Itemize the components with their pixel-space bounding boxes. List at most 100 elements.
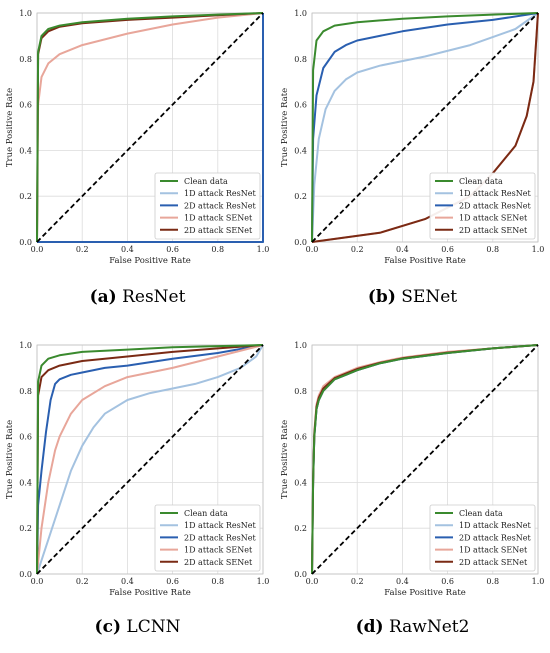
legend-label-clean-data: Clean data bbox=[459, 177, 503, 186]
legend-label-2d-attack-senet: 2D attack SENet bbox=[459, 558, 528, 567]
legend-label-2d-attack-resnet: 2D attack ResNet bbox=[459, 201, 531, 210]
x-tick-label: 0.0 bbox=[31, 245, 44, 254]
x-tick-label: 1.0 bbox=[532, 245, 545, 254]
y-tick-label: 0.0 bbox=[294, 238, 307, 247]
y-tick-label: 0.6 bbox=[19, 433, 32, 442]
legend-label-clean-data: Clean data bbox=[459, 509, 503, 518]
series-line-clean-data bbox=[36, 12, 264, 243]
y-tick-label: 0.8 bbox=[19, 55, 32, 64]
y-tick-label: 0.4 bbox=[294, 146, 307, 155]
chance-diagonal bbox=[311, 12, 539, 243]
roc-panel-lcnn: 0.0 0.2 0.4 0.6 0.8 1.0 0.0 0.2 0.4 0.6 0.8 1.0 Fals… bbox=[0, 332, 275, 653]
legend-label-2d-attack-resnet: 2D attack ResNet bbox=[459, 533, 531, 542]
y-tick-label: 0.6 bbox=[19, 101, 32, 110]
series-line-1d-attack-senet bbox=[36, 344, 264, 575]
legend-label-1d-attack-resnet: 1D attack ResNet bbox=[459, 189, 531, 198]
x-tick-label: 1.0 bbox=[257, 245, 270, 254]
legend-label-1d-attack-senet: 1D attack SENet bbox=[459, 546, 528, 555]
x-tick-label: 0.2 bbox=[76, 577, 89, 586]
caption-lcnn: (c) LCNN bbox=[94, 617, 181, 637]
y-tick-label: 0.8 bbox=[294, 387, 307, 396]
y-axis-label: True Positive Rate bbox=[280, 420, 290, 499]
y-tick-label: 0.4 bbox=[19, 146, 32, 155]
y-tick-label: 0.6 bbox=[294, 101, 307, 110]
chance-diagonal bbox=[36, 344, 264, 575]
x-tick-label: 0.8 bbox=[211, 577, 224, 586]
y-tick-label: 0.2 bbox=[19, 192, 32, 201]
legend-box bbox=[154, 504, 261, 572]
x-axis-label: False Positive Rate bbox=[384, 256, 466, 266]
y-tick-label: 1.0 bbox=[19, 9, 32, 18]
y-axis-label: True Positive Rate bbox=[5, 420, 15, 499]
x-tick-label: 0.4 bbox=[121, 577, 134, 586]
roc-chart-rawnet2: 0.0 0.2 0.4 0.6 0.8 1.0 0.0 0.2 0.4 0.6 0.8 1.0 Fals… bbox=[280, 341, 545, 598]
y-tick-label: 1.0 bbox=[294, 341, 307, 350]
legend: Clean data 1D attack ResNet 2D attack ResN… bbox=[154, 504, 261, 572]
x-axis-label: False Positive Rate bbox=[109, 588, 191, 598]
legend-label-2d-attack-senet: 2D attack SENet bbox=[184, 558, 253, 567]
legend: Clean data 1D attack ResNet 2D attack ResN… bbox=[429, 172, 536, 240]
legend-label-1d-attack-resnet: 1D attack ResNet bbox=[459, 521, 531, 530]
roc-chart-lcnn: 0.0 0.2 0.4 0.6 0.8 1.0 0.0 0.2 0.4 0.6 0.8 1.0 Fals… bbox=[5, 341, 270, 598]
legend-box bbox=[429, 172, 536, 240]
x-tick-label: 0.4 bbox=[121, 245, 134, 254]
y-tick-label: 1.0 bbox=[19, 341, 32, 350]
legend-label-2d-attack-resnet: 2D attack ResNet bbox=[184, 201, 256, 210]
legend-label-1d-attack-senet: 1D attack SENet bbox=[459, 214, 528, 223]
roc-chart-resnet: 0.0 0.2 0.4 0.6 0.8 1.0 0.0 0.2 0.4 0.6 0.8 1.0 Fals… bbox=[5, 9, 270, 266]
x-tick-label: 0.2 bbox=[351, 577, 364, 586]
series-line-2d-attack-resnet bbox=[311, 12, 539, 243]
x-tick-label: 0.6 bbox=[441, 577, 454, 586]
roc-panel-rawnet2: 0.0 0.2 0.4 0.6 0.8 1.0 0.0 0.2 0.4 0.6 0.8 1.0 Fals… bbox=[275, 332, 550, 653]
series-line-1d-attack-resnet bbox=[311, 12, 539, 243]
series-line-clean-data bbox=[311, 344, 539, 575]
x-tick-label: 0.8 bbox=[211, 245, 224, 254]
x-tick-label: 1.0 bbox=[532, 577, 545, 586]
legend: Clean data 1D attack ResNet 2D attack ResN… bbox=[429, 504, 536, 572]
series-line-2d-attack-resnet bbox=[36, 344, 264, 575]
legend-box bbox=[429, 504, 536, 572]
legend-box bbox=[154, 172, 261, 240]
y-axis-label: True Positive Rate bbox=[280, 88, 290, 167]
legend-label-1d-attack-resnet: 1D attack ResNet bbox=[184, 189, 256, 198]
x-tick-label: 0.6 bbox=[166, 577, 179, 586]
x-axis-label: False Positive Rate bbox=[109, 256, 191, 266]
y-tick-label: 0.0 bbox=[19, 570, 32, 579]
x-tick-label: 0.8 bbox=[486, 245, 499, 254]
legend-label-2d-attack-resnet: 2D attack ResNet bbox=[184, 533, 256, 542]
series-line-1d-attack-resnet bbox=[36, 344, 264, 575]
x-tick-label: 0.0 bbox=[306, 577, 319, 586]
x-axis-label: False Positive Rate bbox=[384, 588, 466, 598]
series-line-2d-attack-resnet bbox=[37, 13, 264, 243]
legend-label-2d-attack-senet: 2D attack SENet bbox=[184, 226, 253, 235]
y-tick-label: 0.6 bbox=[294, 433, 307, 442]
y-tick-label: 0.0 bbox=[294, 570, 307, 579]
roc-panel-resnet: 0.0 0.2 0.4 0.6 0.8 1.0 0.0 0.2 0.4 0.6 0.8 1.0 Fals… bbox=[0, 0, 275, 321]
y-tick-label: 0.4 bbox=[19, 478, 32, 487]
x-tick-label: 0.4 bbox=[396, 577, 409, 586]
series-line-clean-data bbox=[311, 12, 539, 243]
y-tick-label: 0.2 bbox=[294, 192, 307, 201]
y-axis-label: True Positive Rate bbox=[5, 88, 15, 167]
legend-label-clean-data: Clean data bbox=[184, 177, 228, 186]
plot-frame bbox=[311, 344, 539, 575]
y-tick-label: 0.4 bbox=[294, 478, 307, 487]
caption-rawnet2: (d) RawNet2 bbox=[355, 617, 470, 637]
legend: Clean data 1D attack ResNet 2D attack ResN… bbox=[154, 172, 261, 240]
x-tick-label: 0.2 bbox=[76, 245, 89, 254]
y-tick-label: 0.8 bbox=[19, 387, 32, 396]
legend-label-2d-attack-senet: 2D attack SENet bbox=[459, 226, 528, 235]
legend-label-clean-data: Clean data bbox=[184, 509, 228, 518]
x-tick-label: 0.6 bbox=[166, 245, 179, 254]
y-tick-label: 0.8 bbox=[294, 55, 307, 64]
caption-resnet: (a) ResNet bbox=[89, 287, 186, 307]
x-tick-label: 1.0 bbox=[257, 577, 270, 586]
y-tick-label: 0.2 bbox=[294, 524, 307, 533]
chance-diagonal bbox=[36, 12, 264, 243]
chance-diagonal bbox=[311, 344, 539, 575]
y-tick-label: 0.0 bbox=[19, 238, 32, 247]
x-tick-label: 0.6 bbox=[441, 245, 454, 254]
series-line-2d-attack-senet bbox=[36, 344, 264, 575]
x-tick-label: 0.8 bbox=[486, 577, 499, 586]
caption-senet: (b) SENet bbox=[367, 287, 458, 307]
